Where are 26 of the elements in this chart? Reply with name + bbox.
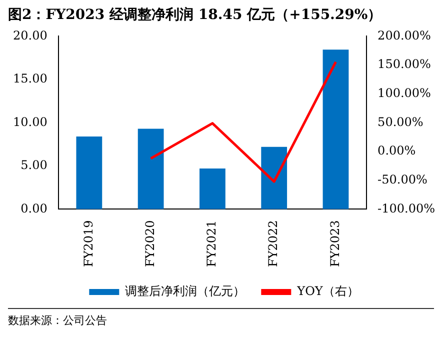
legend-label: 调整后净利润（亿元） [125, 284, 246, 298]
y-tick-label: 20.00 [12, 28, 48, 42]
y2-tick-label: -100.00% [378, 201, 436, 216]
bar [322, 50, 349, 210]
bar [138, 128, 164, 210]
x-tick-label: FY2022 [266, 220, 280, 268]
bar [200, 168, 226, 210]
bar [76, 136, 102, 210]
x-tick-label: FY2019 [81, 220, 96, 268]
bar [261, 146, 288, 210]
y-tick-label: 15.00 [12, 72, 48, 86]
x-tick-label: FY2021 [204, 220, 219, 268]
chart-title: 图2：FY2023 经调整净利润 18.45 亿元（+155.29%） [7, 6, 383, 25]
y-tick-label: 0.00 [20, 201, 48, 216]
y2-tick-label: 0.00% [378, 144, 416, 158]
y2-tick-label: -50.00% [378, 172, 428, 186]
x-tick-label: FY2020 [142, 220, 157, 268]
y2-tick-label: 150.00% [378, 57, 431, 72]
y-tick-label: 5.00 [20, 158, 48, 172]
legend-label: YOY（右） [296, 284, 359, 298]
y-tick-label: 10.00 [12, 114, 48, 129]
y2-tick-label: 200.00% [378, 28, 431, 42]
y2-tick-label: 50.00% [378, 114, 424, 129]
source-note: 数据来源：公司公告 [8, 308, 434, 328]
y2-tick-label: 100.00% [378, 86, 431, 100]
x-tick-label: FY2023 [328, 220, 342, 268]
